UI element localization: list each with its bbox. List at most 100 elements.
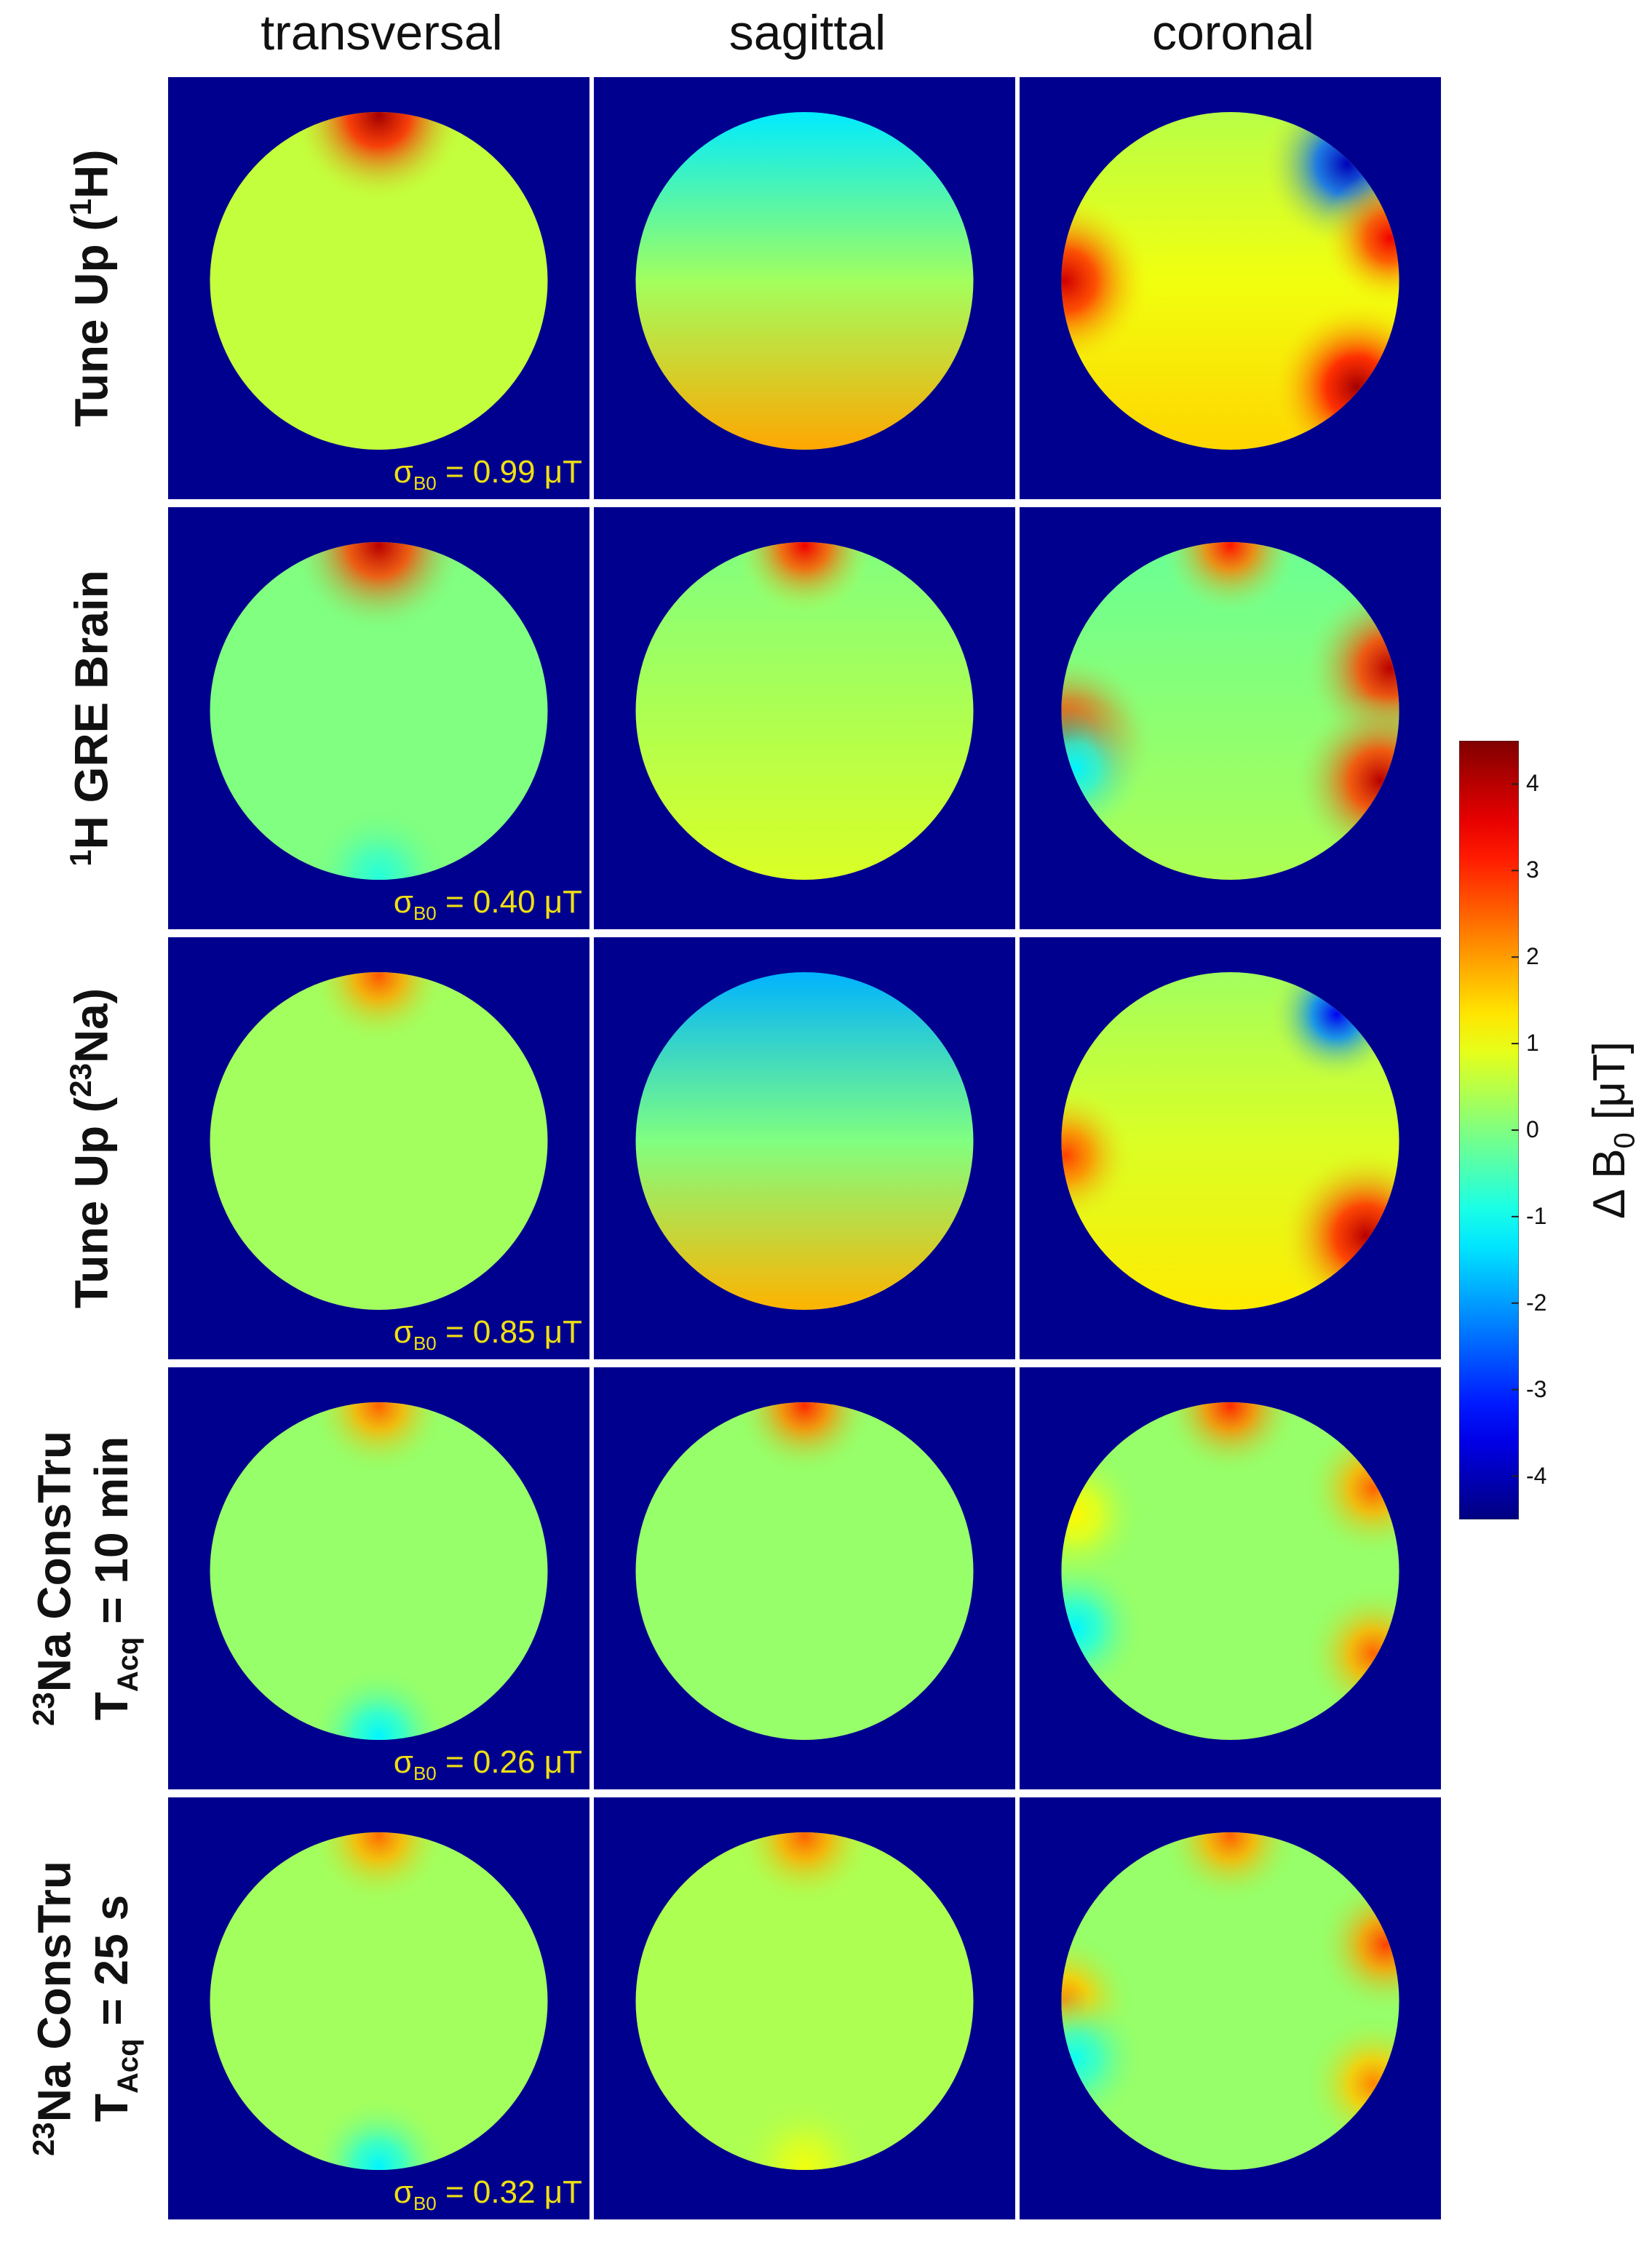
phantom-disk	[210, 112, 548, 450]
row-label-1: 1H GRE Brain	[24, 514, 148, 922]
field-map-svg	[1061, 112, 1399, 450]
field-hotspot	[1321, 169, 1399, 308]
sigma-b0-annotation: σB0 = 0.26 μT	[394, 1744, 582, 1785]
map-sagittal-row-3	[594, 1367, 1015, 1789]
sigma-symbol: σ	[393, 2174, 413, 2211]
phantom-disk	[210, 1402, 548, 1740]
map-sagittal-row-4	[594, 1797, 1015, 2219]
colorbar-gradient	[1459, 741, 1519, 1519]
map-coronal-row-1	[1020, 507, 1441, 929]
field-hotspot	[1061, 194, 1153, 368]
phantom-disk	[635, 972, 974, 1310]
phantom-disk	[210, 542, 548, 880]
field-hotspot	[291, 542, 466, 633]
field-hotspot	[1161, 1402, 1300, 1475]
map-sagittal-row-0	[594, 77, 1015, 499]
sigma-b0-annotation: σB0 = 0.85 μT	[394, 1314, 582, 1355]
row-label-text-tail: Na ConsTru	[28, 1431, 81, 1693]
field-map-svg	[1061, 1832, 1399, 2170]
field-map-svg	[210, 112, 548, 450]
sigma-symbol: σ	[393, 1314, 413, 1351]
colorbar-tick-label: 1	[1526, 1030, 1539, 1057]
map-transversal-row-1: σB0 = 0.40 μT	[168, 507, 589, 929]
sigma-equals: =	[436, 884, 473, 921]
sigma-b0-annotation: σB0 = 0.99 μT	[394, 454, 582, 495]
sigma-subscript: B0	[413, 902, 437, 924]
colorbar-tick-label: -3	[1526, 1375, 1547, 1402]
field-hotspot	[309, 2097, 448, 2170]
row-label-superscript: 23	[26, 2122, 61, 2156]
field-hotspot	[1278, 1148, 1399, 1310]
row-label-line: 23Na ConsTru	[15, 1375, 82, 1782]
row-label-subscript: Acq	[111, 1637, 144, 1693]
map-coronal-row-3	[1020, 1367, 1441, 1789]
row-label-line: 23Na ConsTru	[15, 1805, 82, 2212]
sigma-equals: =	[436, 2174, 473, 2211]
field-map-svg	[635, 972, 974, 1310]
sigma-subscript: B0	[413, 472, 437, 494]
row-label-superscript: 23	[63, 1063, 98, 1097]
row-label-text: T	[84, 2094, 138, 2123]
colorbar-tick-label: 0	[1526, 1116, 1539, 1142]
row-label-2: Tune Up (23Na)	[24, 945, 148, 1352]
field-map-svg	[635, 1402, 974, 1740]
sigma-value: 0.32 μT	[472, 2174, 582, 2211]
row-label-text: T	[84, 1692, 138, 1721]
colorbar-title-unit: [μT]	[1584, 1041, 1635, 1133]
row-label-text-tail: = 25 s	[84, 1894, 138, 2039]
sigma-value: 0.26 μT	[472, 1744, 582, 1781]
map-coronal-row-4	[1020, 1797, 1441, 2219]
field-hotspot	[735, 1832, 874, 1905]
colorbar	[1459, 741, 1519, 1519]
field-hotspot	[309, 807, 448, 880]
row-label-line: TAcq = 25 s	[83, 1805, 156, 2212]
field-hotspot	[1061, 698, 1144, 837]
field-hotspot	[1304, 2014, 1399, 2153]
map-transversal-row-2: σB0 = 0.85 μT	[168, 937, 589, 1359]
field-hotspot	[309, 1667, 448, 1740]
map-transversal-row-0: σB0 = 0.99 μT	[168, 77, 589, 499]
sigma-symbol: σ	[393, 1744, 413, 1781]
colorbar-tick-label: 3	[1526, 856, 1539, 883]
field-map-svg	[210, 542, 548, 880]
field-hotspot	[309, 1832, 448, 1905]
sigma-equals: =	[436, 1314, 473, 1351]
field-map-svg	[1061, 542, 1399, 880]
colorbar-tick-label: -4	[1526, 1462, 1547, 1489]
field-hotspot	[1161, 1832, 1300, 1905]
field-map-svg	[210, 1832, 548, 2170]
field-hotspot	[735, 1402, 874, 1475]
row-label-subscript: Acq	[111, 2038, 144, 2094]
colorbar-title: Δ B0 [μT]	[1581, 999, 1641, 1261]
field-hotspot	[1317, 1875, 1399, 2014]
phantom-disk	[635, 112, 974, 450]
field-hotspot	[1304, 1419, 1399, 1558]
field-hotspot	[309, 1402, 448, 1475]
field-hotspot	[291, 112, 466, 203]
row-label-superscript: 1	[63, 198, 98, 216]
row-label-3: 23Na ConsTru TAcq = 10 min	[24, 1375, 148, 1782]
field-hotspot	[1267, 972, 1399, 1084]
row-label-text-tail: H)	[65, 149, 118, 199]
sigma-b0-annotation: σB0 = 0.40 μT	[394, 884, 582, 925]
sigma-equals: =	[436, 1744, 473, 1781]
row-label-0: Tune Up (1H)	[24, 84, 148, 492]
map-coronal-row-2	[1020, 937, 1441, 1359]
colorbar-tick-label: -2	[1526, 1289, 1547, 1316]
field-hotspot	[1292, 693, 1399, 869]
sigma-subscript: B0	[413, 1762, 437, 1784]
row-label-superscript: 23	[26, 1692, 61, 1726]
row-label-line: Tune Up (23Na)	[52, 945, 119, 1352]
sigma-equals: =	[436, 454, 473, 490]
row-label-text: Tune Up (	[65, 1097, 118, 1309]
sigma-value: 0.85 μT	[472, 1314, 582, 1351]
colorbar-title-subscript: 0	[1608, 1132, 1641, 1149]
field-hotspot	[735, 542, 874, 615]
column-header-coronal: coronal	[1151, 5, 1315, 60]
phantom-disk	[210, 1832, 548, 2170]
field-map-svg	[1061, 972, 1399, 1310]
phantom-disk	[635, 542, 974, 880]
sigma-subscript: B0	[413, 2193, 437, 2214]
field-hotspot	[1161, 542, 1300, 615]
